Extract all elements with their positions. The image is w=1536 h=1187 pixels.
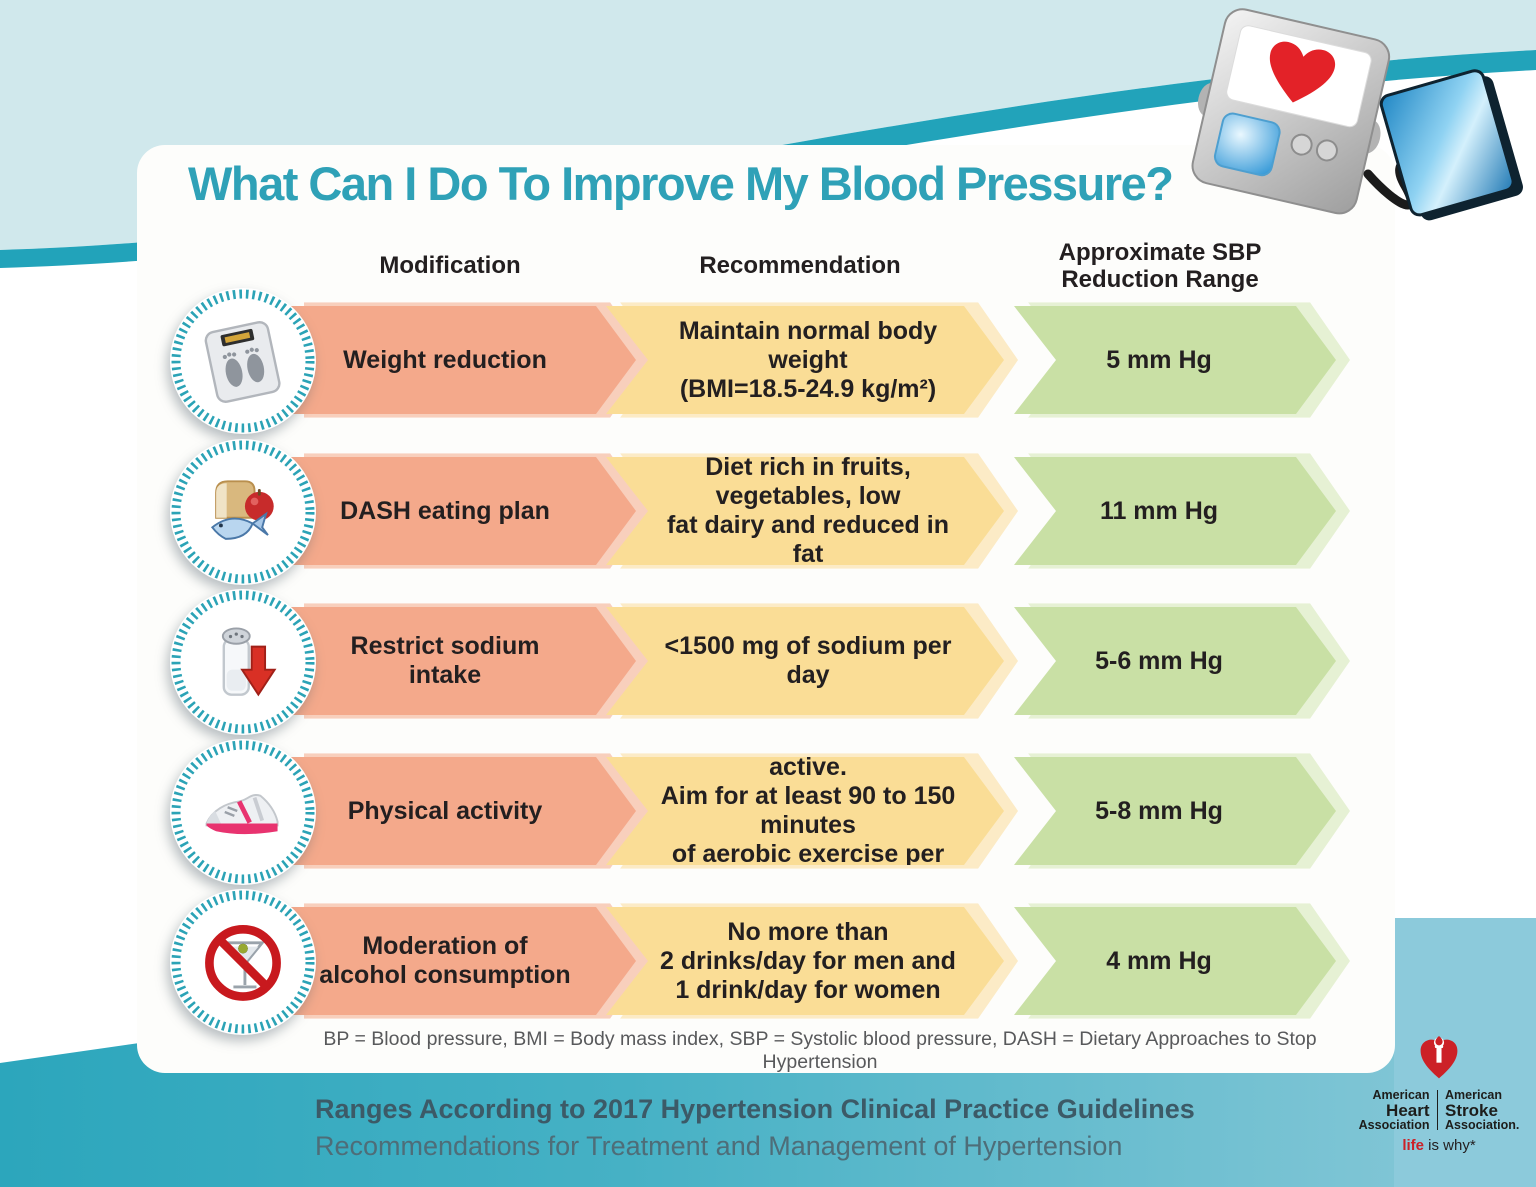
column-header-modification: Modification: [379, 252, 521, 279]
recommendation-text: Maintain normal body weight (BMI=18.5-24…: [606, 306, 1004, 414]
reduction-band: 4 mm Hg: [1014, 907, 1336, 1015]
table-row: Restrict sodium intake <1500 mg of sodiu…: [0, 586, 1536, 738]
recommendation-band: Be more physically active. Aim for at le…: [606, 757, 1004, 865]
modification-band: Moderation of alcohol consumption: [290, 907, 636, 1015]
modification-band: Physical activity: [290, 757, 636, 865]
reduction-value: 5-6 mm Hg: [1014, 607, 1336, 715]
recommendation-text: Diet rich in fruits, vegetables, low fat…: [606, 457, 1004, 565]
table-row: Moderation of alcohol consumption No mor…: [0, 886, 1536, 1038]
running-shoe-icon: [167, 736, 319, 888]
monitor-cuff: [1379, 69, 1523, 221]
life-is-why-tagline: life is why*: [1402, 1136, 1476, 1154]
table-row: Weight reduction Maintain normal body we…: [0, 285, 1536, 437]
recommendation-band: No more than 2 drinks/day for men and 1 …: [606, 907, 1004, 1015]
modification-label: Physical activity: [290, 757, 636, 865]
recommendation-band: Diet rich in fruits, vegetables, low fat…: [606, 457, 1004, 565]
reduction-band: 5-8 mm Hg: [1014, 757, 1336, 865]
table-row: Physical activity Be more physically act…: [0, 736, 1536, 888]
modification-label: Restrict sodium intake: [290, 607, 636, 715]
table-row: DASH eating plan Diet rich in fruits, ve…: [0, 436, 1536, 588]
footer-recommendations-line: Recommendations for Treatment and Manage…: [315, 1131, 1123, 1161]
abbreviation-footnote: BP = Blood pressure, BMI = Body mass ind…: [323, 1028, 1317, 1073]
dash-food-icon: [167, 436, 319, 588]
heart-icon: [1269, 41, 1336, 103]
column-header-recommendation: Recommendation: [699, 252, 901, 279]
reduction-value: 5-8 mm Hg: [1014, 757, 1336, 865]
modification-label: Weight reduction: [290, 306, 636, 414]
reduction-band: 11 mm Hg: [1014, 457, 1336, 565]
recommendation-band: Maintain normal body weight (BMI=18.5-24…: [606, 306, 1004, 414]
recommendation-text: Be more physically active. Aim for at le…: [606, 757, 1004, 865]
reduction-value: 11 mm Hg: [1014, 457, 1336, 565]
aha-heart-torch-logo: [1420, 1036, 1458, 1079]
recommendation-text: <1500 mg of sodium per day: [606, 607, 1004, 715]
american-heart-association-wordmark: American Heart Association: [1358, 1088, 1430, 1133]
page-title: What Can I Do To Improve My Blood Pressu…: [188, 157, 1174, 210]
recommendation-text: No more than 2 drinks/day for men and 1 …: [606, 907, 1004, 1015]
american-stroke-association-wordmark: American Stroke Association.: [1445, 1088, 1520, 1133]
reduction-band: 5-6 mm Hg: [1014, 607, 1336, 715]
reduction-value: 4 mm Hg: [1014, 907, 1336, 1015]
salt-shaker-icon: [167, 586, 319, 738]
modification-label: DASH eating plan: [290, 457, 636, 565]
column-header-reduction-range: Approximate SBP Reduction Range: [1058, 239, 1262, 293]
reduction-band: 5 mm Hg: [1014, 306, 1336, 414]
modification-band: Restrict sodium intake: [290, 607, 636, 715]
modification-band: DASH eating plan: [290, 457, 636, 565]
logo-background-block: [1394, 918, 1536, 1187]
recommendation-band: <1500 mg of sodium per day: [606, 607, 1004, 715]
footer-guidelines-line: Ranges According to 2017 Hypertension Cl…: [315, 1094, 1195, 1124]
reduction-value: 5 mm Hg: [1014, 306, 1336, 414]
blood-pressure-monitor-illustration: [1191, 8, 1523, 221]
modification-band: Weight reduction: [290, 306, 636, 414]
aha-asa-logo: American Heart Association American Stro…: [1338, 1036, 1536, 1154]
monitor-device: [1191, 8, 1391, 215]
logo-divider: [1436, 1090, 1439, 1131]
modification-label: Moderation of alcohol consumption: [290, 907, 636, 1015]
scale-icon: [167, 285, 319, 437]
no-alcohol-icon: [167, 886, 319, 1038]
